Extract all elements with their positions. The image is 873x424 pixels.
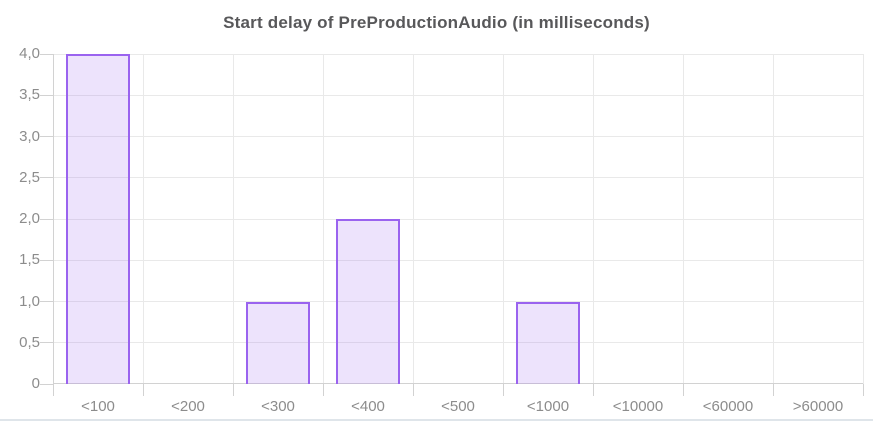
x-tick [412, 384, 414, 396]
panel-bottom-border [0, 419, 873, 421]
y-tick-label: 1,0 [19, 292, 40, 310]
y-tick [40, 383, 53, 385]
y-tick-label: 2,5 [19, 168, 40, 186]
y-tick-label: 1,5 [19, 251, 40, 269]
v-gridline [232, 54, 234, 384]
x-tick-label: <1000 [526, 398, 570, 415]
h-gridline [53, 94, 863, 96]
y-tick-label: 2,0 [19, 210, 40, 227]
x-tick [862, 384, 864, 396]
h-gridline [53, 342, 863, 344]
bar [336, 219, 400, 384]
v-gridline [592, 54, 594, 384]
y-tick-label: 3,5 [19, 86, 40, 104]
x-axis-line [53, 383, 863, 384]
x-tick [772, 384, 774, 396]
h-gridline [53, 218, 863, 220]
chart-title: Start delay of PreProductionAudio (in mi… [223, 13, 650, 32]
bar [66, 54, 130, 384]
h-gridline [53, 259, 863, 261]
bar [516, 301, 580, 384]
v-gridline [502, 54, 504, 384]
h-gridline [53, 301, 863, 302]
plot-area [40, 53, 864, 396]
x-tick-label: <60000 [702, 398, 754, 415]
v-gridline [862, 54, 864, 384]
x-tick [232, 384, 234, 396]
x-tick-label: >60000 [792, 398, 844, 415]
bar [246, 301, 310, 384]
y-tick [40, 301, 53, 302]
x-tick [52, 384, 54, 396]
x-tick-label: <100 [81, 398, 115, 415]
y-tick-label: 0 [31, 375, 40, 392]
x-tick [592, 384, 594, 396]
x-tick [142, 384, 144, 396]
h-gridline [53, 53, 863, 55]
x-tick-label: <10000 [612, 398, 664, 415]
y-axis-labels: 0 0,5 1,0 1,5 2,0 2,5 3,0 3,5 4,0 [0, 0, 40, 424]
v-gridline [682, 54, 684, 384]
v-gridline [142, 54, 144, 384]
x-tick-label: <300 [261, 398, 295, 415]
h-gridline [53, 177, 863, 179]
h-gridline [53, 136, 863, 137]
y-tick-label: 4,0 [19, 45, 40, 62]
y-tick [40, 342, 53, 344]
x-tick-label: <400 [351, 398, 385, 415]
y-tick [40, 177, 53, 179]
x-tick [322, 384, 324, 396]
x-tick-label: <200 [171, 398, 205, 415]
x-tick-label: <500 [441, 398, 475, 415]
y-tick-label: 3,0 [19, 127, 40, 145]
y-tick [40, 136, 53, 137]
y-tick [40, 94, 53, 96]
y-axis-line [53, 54, 54, 384]
x-tick [502, 384, 504, 396]
x-tick [682, 384, 684, 396]
y-tick [40, 259, 53, 261]
v-gridline [322, 54, 324, 384]
v-gridline [772, 54, 774, 384]
v-gridline [412, 54, 414, 384]
y-tick [40, 53, 53, 55]
y-tick-label: 0,5 [19, 333, 40, 351]
y-tick [40, 218, 53, 220]
